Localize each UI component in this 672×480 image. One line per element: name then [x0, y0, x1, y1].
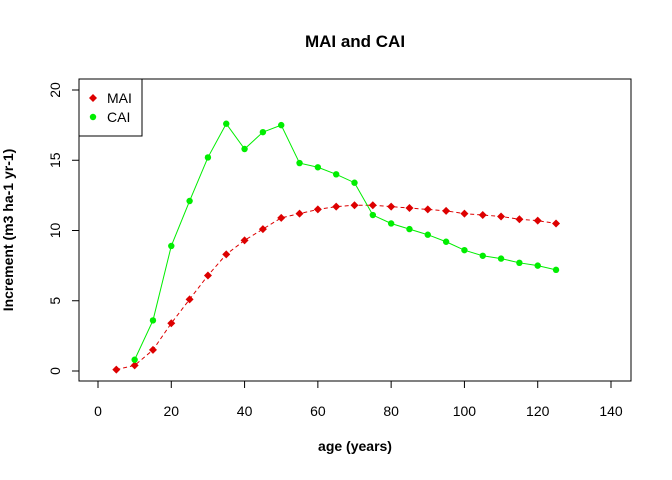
y-tick-label: 5	[47, 297, 63, 305]
mai-point	[350, 201, 359, 210]
cai-point	[369, 211, 377, 219]
cai-point	[314, 164, 322, 171]
x-tick-label: 0	[94, 403, 102, 419]
mai-point	[277, 213, 286, 222]
mai-point	[497, 212, 506, 221]
mai-point	[185, 295, 194, 304]
mai-point	[112, 365, 121, 374]
cai-point	[552, 266, 560, 274]
mai-point	[148, 345, 157, 354]
y-axis: 0 5 10 15 20	[47, 82, 80, 375]
mai-line	[116, 204, 557, 371]
y-tick-label: 20	[47, 82, 63, 98]
mai-point	[203, 271, 212, 280]
x-axis-label: age (years)	[318, 438, 392, 454]
cai-point	[442, 238, 450, 245]
mai-point	[130, 361, 139, 370]
mai-point	[405, 204, 414, 213]
mai-point	[167, 319, 176, 328]
mai-point	[313, 205, 322, 214]
cai-point	[351, 179, 358, 186]
mai-point	[295, 209, 304, 218]
mai-point	[533, 216, 542, 225]
cai-point	[204, 154, 212, 161]
mai-point	[478, 211, 487, 220]
mai-point	[423, 205, 432, 214]
cai-point	[296, 159, 303, 167]
cai-point	[186, 197, 193, 205]
mai-point	[460, 209, 469, 218]
legend: MAI CAI	[78, 78, 143, 137]
legend-marker-mai	[89, 94, 97, 102]
cai-point	[516, 259, 523, 267]
cai-point	[479, 252, 486, 259]
y-axis-label: Increment (m3 ha-1 yr-1)	[0, 149, 16, 312]
series-layer	[112, 120, 561, 374]
mai-point	[552, 219, 561, 228]
y-tick-label: 15	[47, 152, 63, 168]
mai-point	[515, 215, 524, 224]
series-cai	[131, 120, 560, 363]
cai-point	[406, 225, 413, 233]
series-mai	[112, 201, 561, 374]
cai-point	[168, 242, 175, 250]
legend-label-cai: CAI	[107, 109, 130, 125]
cai-point	[241, 145, 248, 153]
y-tick-label: 0	[47, 367, 63, 375]
chart-title: MAI and CAI	[305, 32, 405, 51]
legend-marker-cai	[89, 113, 97, 121]
mai-point	[222, 250, 231, 259]
cai-point	[131, 356, 138, 363]
cai-point	[461, 246, 468, 254]
plot-frame	[78, 78, 632, 382]
y-tick-label: 10	[47, 223, 63, 239]
x-axis: 0 20 40 60 80 100 120 140	[94, 380, 623, 419]
legend-box	[78, 78, 143, 137]
x-tick-label: 40	[237, 403, 253, 419]
x-tick-label: 120	[526, 403, 550, 419]
legend-label-mai: MAI	[107, 90, 132, 106]
cai-point	[387, 220, 395, 227]
cai-point	[534, 262, 541, 269]
x-tick-label: 80	[383, 403, 399, 419]
cai-point	[424, 231, 431, 238]
cai-point	[149, 317, 157, 324]
mai-point	[368, 201, 377, 210]
mai-point	[240, 236, 249, 245]
cai-point	[332, 171, 340, 178]
mai-point	[258, 225, 267, 234]
x-tick-label: 20	[163, 403, 179, 419]
mai-point	[442, 206, 451, 215]
mai-point	[332, 202, 341, 211]
cai-point	[259, 128, 267, 136]
x-tick-label: 140	[599, 403, 623, 419]
cai-point	[278, 121, 285, 129]
mai-point	[387, 202, 396, 211]
cai-point	[497, 255, 505, 262]
cai-line	[134, 122, 557, 360]
x-tick-label: 60	[310, 403, 326, 419]
x-tick-label: 100	[453, 403, 477, 419]
cai-point	[223, 120, 230, 127]
